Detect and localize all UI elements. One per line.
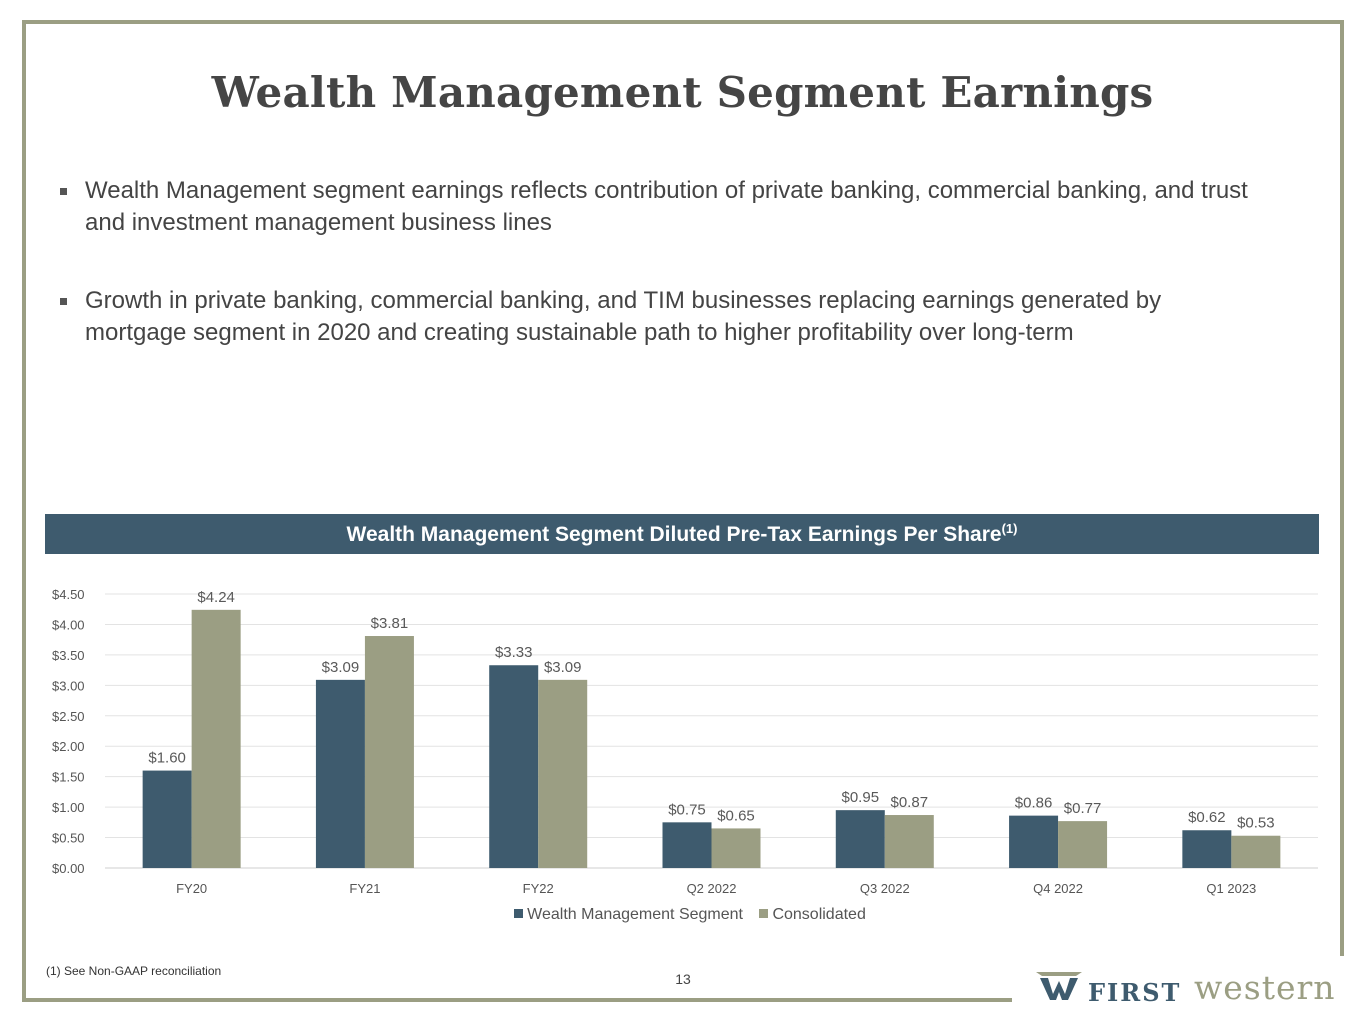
y-tick-label: $2.50: [52, 709, 85, 724]
frame-top-border: [22, 20, 1344, 24]
bar: [142, 770, 192, 868]
x-tick-label: Q1 2023: [1206, 881, 1256, 896]
page-title: Wealth Management Segment Earnings: [211, 68, 1154, 117]
y-tick-label: $3.00: [52, 678, 85, 693]
bar: [884, 815, 934, 868]
bullet-item: Wealth Management segment earnings refle…: [60, 175, 1250, 239]
chart-title-banner: Wealth Management Segment Diluted Pre-Ta…: [45, 514, 1319, 554]
data-label: $3.81: [371, 615, 409, 632]
bullet-list: Wealth Management segment earnings refle…: [60, 175, 1250, 395]
bar: [538, 679, 588, 868]
logo-first-text: FIRST: [1088, 978, 1182, 1007]
x-tick-label: Q3 2022: [860, 881, 910, 896]
data-label: $3.33: [495, 644, 533, 661]
bar: [364, 636, 414, 868]
page-number: 13: [675, 971, 691, 987]
frame-left-border: [22, 20, 26, 1002]
data-label: $3.09: [544, 659, 582, 676]
bullet-square-icon: [60, 188, 67, 195]
data-label: $0.87: [891, 794, 929, 811]
bar: [1231, 835, 1281, 868]
y-tick-label: $4.50: [52, 587, 85, 602]
chart-title-footnote-ref: (1): [1001, 521, 1018, 536]
x-tick-label: FY21: [349, 881, 380, 896]
frame-right-border: [1340, 20, 1344, 956]
y-tick-label: $1.50: [52, 770, 85, 785]
bar: [1058, 821, 1108, 868]
logo-w-icon: [1036, 972, 1082, 1000]
bar: [489, 665, 539, 868]
bar: [191, 609, 241, 868]
company-logo: FIRST western: [1036, 968, 1346, 1008]
bullet-item: Growth in private banking, commercial ba…: [60, 285, 1250, 349]
bullet-square-icon: [60, 298, 67, 305]
bar: [711, 828, 761, 868]
y-tick-label: $3.50: [52, 648, 85, 663]
x-tick-label: Q2 2022: [687, 881, 737, 896]
data-label: $0.53: [1237, 815, 1275, 832]
bar: [1182, 830, 1232, 868]
data-label: $4.24: [197, 589, 235, 606]
logo-western-text: western: [1194, 968, 1336, 1007]
bar-chart: $0.00 $0.50 $1.00 $1.50 $2.00 $2.50 $3.00 $3.50…: [52, 587, 1318, 896]
data-label: $3.09: [322, 659, 360, 676]
y-tick-label: $0.00: [52, 861, 85, 876]
legend-label-consolidated: Consolidated: [772, 906, 866, 923]
bar: [835, 810, 885, 868]
data-label: $1.60: [148, 750, 186, 767]
y-tick-label: $1.00: [52, 800, 85, 815]
y-tick-label: $0.50: [52, 831, 85, 846]
legend-item-wealth: Wealth Management Segment: [514, 906, 743, 924]
bar: [662, 822, 712, 868]
bullet-text: Growth in private banking, commercial ba…: [85, 287, 1162, 346]
data-label: $0.95: [842, 789, 880, 806]
legend-item-consolidated: Consolidated: [759, 906, 866, 924]
legend-swatch-wealth: [514, 909, 524, 918]
x-tick-label: FY22: [523, 881, 554, 896]
frame-bottom-border: [22, 998, 1012, 1002]
bullet-text: Wealth Management segment earnings refle…: [85, 177, 1248, 236]
data-label: $0.75: [668, 801, 706, 818]
data-label: $0.62: [1188, 809, 1226, 826]
data-label: $0.65: [717, 807, 755, 824]
x-tick-label: FY20: [176, 881, 207, 896]
bar: [1009, 815, 1059, 868]
footnote: (1) See Non-GAAP reconciliation: [46, 964, 222, 978]
x-tick-label: Q4 2022: [1033, 881, 1083, 896]
data-label: $0.86: [1015, 795, 1053, 812]
y-tick-label: $2.00: [52, 739, 85, 754]
data-label: $0.77: [1064, 800, 1102, 817]
legend-label-wealth: Wealth Management Segment: [527, 906, 743, 923]
legend-swatch-consolidated: [759, 909, 769, 918]
y-tick-label: $4.00: [52, 617, 85, 632]
bar: [315, 679, 365, 868]
chart-legend: Wealth Management Segment Consolidated: [0, 906, 1365, 924]
chart-title-text: Wealth Management Segment Diluted Pre-Ta…: [346, 523, 1002, 546]
